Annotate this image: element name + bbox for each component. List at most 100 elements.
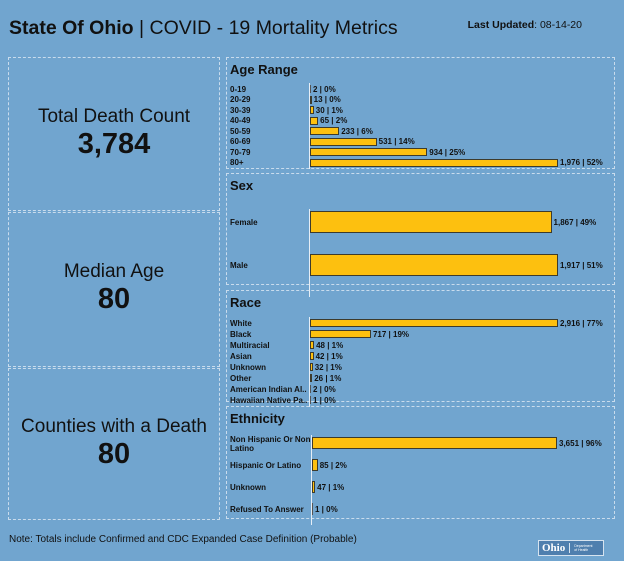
age-data-label: 65 | 2% bbox=[320, 116, 348, 125]
sex-bar[interactable] bbox=[310, 211, 552, 233]
ethnicity-data-label: 1 | 0% bbox=[315, 504, 338, 514]
chart-title: Age Range bbox=[230, 62, 298, 77]
logo-dept-text: Department of Health bbox=[574, 544, 592, 552]
ethnicity-data-label: 85 | 2% bbox=[319, 460, 347, 470]
age-category-label: 20-29 bbox=[230, 95, 251, 104]
age-data-label: 13 | 0% bbox=[313, 95, 341, 104]
chart-axis-line bbox=[309, 209, 310, 297]
ethnicity-bar[interactable] bbox=[312, 503, 313, 515]
kpi-value: 80 bbox=[97, 283, 131, 316]
age-data-label: 233 | 6% bbox=[341, 126, 373, 136]
age-bar[interactable] bbox=[310, 95, 312, 104]
age-bar[interactable] bbox=[310, 148, 428, 156]
race-data-label: 32 | 1% bbox=[314, 362, 342, 372]
ethnicity-category-label: Unknown bbox=[230, 482, 266, 492]
chart-title: Ethnicity bbox=[230, 411, 285, 426]
chart-title: Sex bbox=[230, 178, 254, 193]
sex-chart: Sex Female 1,867 | 49% Male 1,917 | 51% bbox=[226, 173, 615, 297]
race-bar[interactable] bbox=[310, 374, 313, 382]
ethnicity-data-label: 3,651 | 96% bbox=[559, 438, 602, 448]
age-data-label: 531 | 14% bbox=[378, 137, 415, 146]
ethnicity-bar[interactable] bbox=[312, 481, 316, 493]
sex-category-label: Female bbox=[230, 217, 258, 227]
logo-dept-line1: Department bbox=[574, 544, 593, 548]
kpi-label: Total Death Count bbox=[37, 105, 191, 127]
ethnicity-data-label: 47 | 1% bbox=[317, 482, 345, 492]
age-category-label: 30-39 bbox=[230, 105, 251, 115]
race-category-label: Other bbox=[230, 373, 252, 383]
chart-axis-line bbox=[309, 83, 310, 169]
race-bar[interactable] bbox=[310, 330, 371, 338]
ethnicity-bar[interactable] bbox=[312, 459, 318, 471]
age-category-label: 70-79 bbox=[230, 147, 251, 157]
sex-data-label: 1,917 | 51% bbox=[560, 260, 603, 270]
chart-title: Race bbox=[230, 295, 262, 310]
sex-bar[interactable] bbox=[310, 254, 558, 276]
kpi-counties: Counties with a Death 80 bbox=[8, 368, 220, 520]
kpi-label: Counties with a Death bbox=[21, 415, 207, 437]
age-data-label: 30 | 1% bbox=[315, 105, 343, 115]
race-category-label: White bbox=[230, 318, 252, 328]
race-category-label: American Indian Al.. bbox=[230, 384, 307, 394]
age-bar[interactable] bbox=[310, 106, 314, 114]
kpi-median-age: Median Age 80 bbox=[8, 212, 220, 367]
kpi-total-deaths: Total Death Count 3,784 bbox=[8, 57, 220, 211]
last-updated-value: : 08-14-20 bbox=[534, 19, 582, 31]
ethnicity-category-label: Refused To Answer bbox=[230, 504, 304, 514]
race-bar[interactable] bbox=[310, 341, 315, 349]
ethnicity-bar[interactable] bbox=[312, 437, 557, 449]
age-bar[interactable] bbox=[310, 85, 311, 93]
last-updated-label: Last Updated bbox=[467, 19, 535, 31]
ethnicity-category-label: Non Hispanic Or Non Latino bbox=[230, 434, 311, 453]
age-bar[interactable] bbox=[310, 116, 319, 125]
race-data-label: 2 | 0% bbox=[313, 384, 336, 394]
age-data-label: 934 | 25% bbox=[429, 147, 466, 157]
logo-dept-line2: of Health bbox=[574, 548, 589, 552]
last-updated: Last Updated: 08-14-20 bbox=[468, 19, 582, 31]
race-category-label: Hawaiian Native Pa.. bbox=[230, 395, 308, 405]
kpi-label: Median Age bbox=[63, 261, 165, 283]
ethnicity-chart: Ethnicity Non Hispanic Or Non Latino 3,65… bbox=[226, 406, 615, 525]
age-range-chart: Age Range 0-19 2 | 0% 20-29 13 | 0% 30-39 30 … bbox=[226, 57, 615, 169]
race-chart: Race White 2,916 | 77% Black 717 | 19% Multi… bbox=[226, 290, 615, 407]
kpi-value: 3,784 bbox=[77, 127, 151, 160]
race-data-label: 42 | 1% bbox=[315, 351, 343, 361]
age-data-label: 2 | 0% bbox=[313, 84, 336, 94]
logo-ohio-text: Ohio bbox=[542, 542, 566, 554]
race-data-label: 717 | 19% bbox=[372, 329, 410, 339]
race-data-label: 48 | 1% bbox=[316, 340, 344, 350]
sex-category-label: Male bbox=[230, 260, 248, 270]
age-data-label: 1,976 | 52% bbox=[560, 158, 603, 167]
age-category-label: 60-69 bbox=[230, 137, 251, 146]
race-data-label: 26 | 1% bbox=[314, 373, 342, 383]
race-bar[interactable] bbox=[310, 385, 311, 393]
race-category-label: Asian bbox=[230, 351, 252, 361]
age-bar[interactable] bbox=[310, 137, 377, 146]
ethnicity-category-label: Hispanic Or Latino bbox=[230, 460, 302, 470]
kpi-value: 80 bbox=[97, 437, 131, 470]
age-category-label: 0-19 bbox=[230, 84, 247, 94]
sex-data-label: 1,867 | 49% bbox=[553, 217, 597, 227]
chart-axis-line bbox=[311, 435, 312, 525]
chart-axis-line bbox=[309, 317, 310, 407]
age-category-label: 50-59 bbox=[230, 126, 251, 136]
race-category-label: Unknown bbox=[230, 362, 266, 372]
race-data-label: 2,916 | 77% bbox=[560, 318, 603, 328]
age-bar[interactable] bbox=[310, 158, 558, 167]
title-state: State Of Ohio bbox=[9, 17, 134, 39]
race-bar[interactable] bbox=[310, 396, 311, 404]
race-category-label: Black bbox=[230, 329, 252, 339]
title-separator: | bbox=[133, 17, 150, 39]
race-bar[interactable] bbox=[310, 319, 558, 327]
race-data-label: 1 | 0% bbox=[313, 395, 336, 405]
title-rest: COVID - 19 Mortality Metrics bbox=[149, 17, 398, 39]
logo-divider bbox=[569, 543, 571, 553]
race-category-label: Multiracial bbox=[230, 340, 270, 350]
race-bar[interactable] bbox=[310, 352, 314, 360]
race-bar[interactable] bbox=[310, 363, 313, 371]
footer-note: Note: Totals include Confirmed and CDC E… bbox=[9, 534, 357, 545]
age-bar[interactable] bbox=[310, 127, 340, 135]
age-category-label: 80+ bbox=[230, 158, 244, 167]
ohio-dept-health-logo: Ohio Department of Health bbox=[538, 540, 604, 556]
page-title: State Of Ohio | COVID - 19 Mortality Met… bbox=[9, 17, 398, 40]
